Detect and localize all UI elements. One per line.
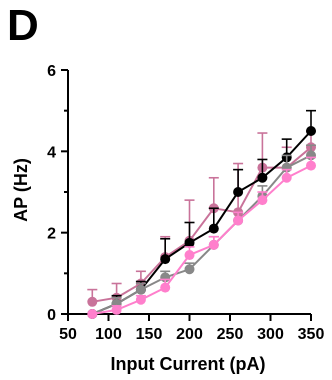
x-tick-label: 150 xyxy=(136,326,163,343)
data-point xyxy=(135,284,146,295)
data-point xyxy=(257,195,268,206)
data-point xyxy=(184,264,195,275)
x-tick-label: 100 xyxy=(95,326,122,343)
data-point xyxy=(257,172,268,183)
y-tick-label: 4 xyxy=(47,144,56,161)
series-line xyxy=(91,130,312,315)
panel-letter: D xyxy=(7,1,39,50)
y-axis-title: AP (Hz) xyxy=(11,158,31,222)
series-1 xyxy=(87,109,316,319)
data-point xyxy=(233,215,244,226)
data-point xyxy=(306,160,316,171)
series-layer xyxy=(87,109,316,319)
data-point xyxy=(160,282,171,293)
x-axis-title: Input Current (pA) xyxy=(111,354,266,374)
series-0 xyxy=(87,130,316,307)
data-point xyxy=(87,309,98,319)
data-point xyxy=(184,250,195,261)
series-line xyxy=(92,146,312,303)
series-line xyxy=(92,164,312,315)
data-point xyxy=(306,126,316,136)
y-tick-label: 2 xyxy=(47,226,56,243)
x-tick-label: 250 xyxy=(217,326,244,343)
x-tick-label: 300 xyxy=(257,326,284,343)
data-point xyxy=(233,187,244,197)
data-point xyxy=(208,239,219,250)
y-tick-label: 0 xyxy=(47,307,56,324)
series-2 xyxy=(87,144,316,319)
x-tick-label: 200 xyxy=(176,326,203,343)
data-point xyxy=(184,237,195,248)
data-point xyxy=(87,296,98,307)
x-axis: 50 100 150 200 250 300 350 xyxy=(59,313,325,343)
y-tick-label: 6 xyxy=(47,63,56,80)
x-tick-label: 50 xyxy=(59,326,77,343)
data-point xyxy=(208,223,219,234)
data-point xyxy=(135,294,146,305)
y-axis: 0 2 4 6 xyxy=(47,63,69,324)
data-point xyxy=(160,254,171,265)
data-point xyxy=(111,304,122,315)
series-3 xyxy=(87,156,316,319)
x-tick-label: 350 xyxy=(298,326,325,343)
series-line xyxy=(91,154,312,315)
data-point xyxy=(281,172,292,183)
